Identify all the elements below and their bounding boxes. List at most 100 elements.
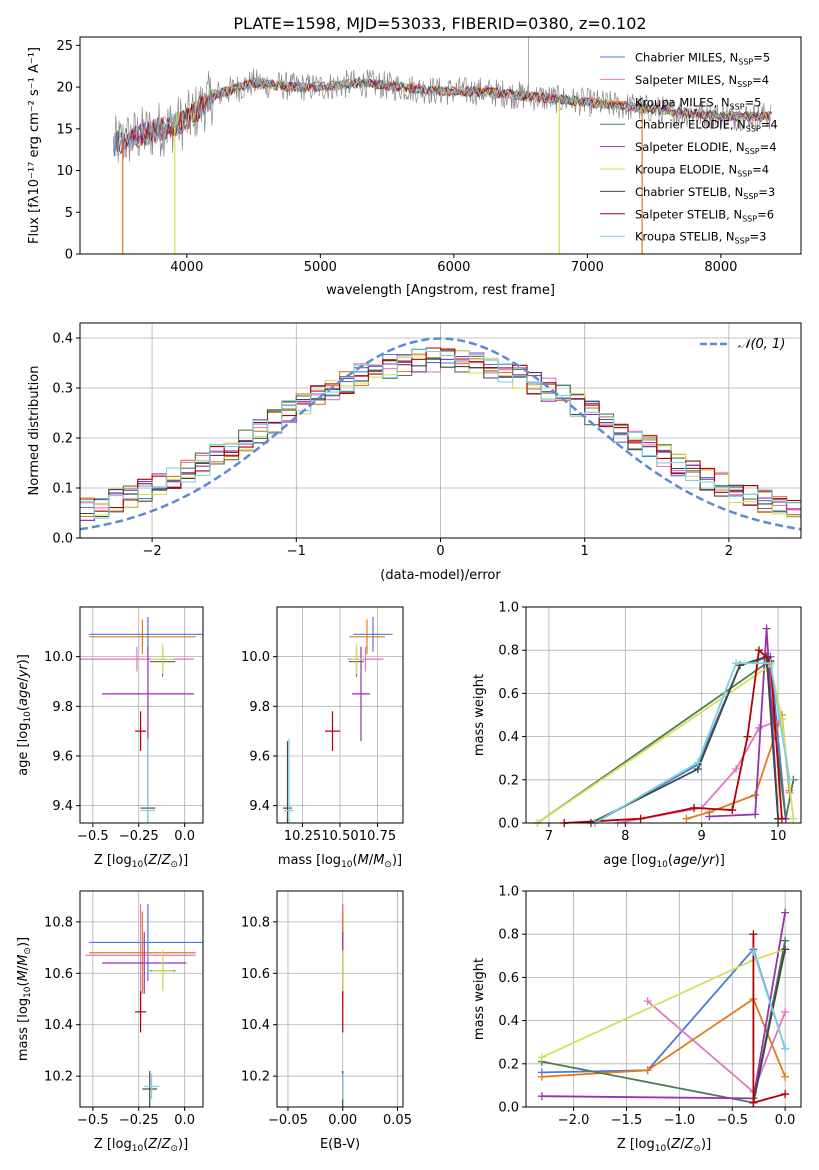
legend-label-main: Kroupa MILES, N: [635, 95, 730, 109]
weight-vs-Z-border: [525, 890, 802, 1108]
errorbar-point: [135, 711, 147, 751]
x-tick-label: 0.00: [328, 1113, 357, 1128]
mass-vs-Z-points: [85, 903, 203, 1107]
mass-vs-Z-xlabel-part: Z [log: [94, 1137, 132, 1152]
mass-vs-EBV-axes: [277, 891, 403, 1107]
weight-marker: [749, 930, 758, 939]
y-tick-label: 10.8: [44, 915, 73, 930]
weight-marker: [636, 814, 645, 823]
errorbar-point: [350, 644, 363, 675]
weight-vs-age-xlabel-part: age: [673, 853, 697, 868]
weight-marker: [743, 732, 752, 741]
y-tick-label: 1.0: [498, 885, 519, 900]
age-vs-Z-ylabel-part: yr: [16, 663, 31, 679]
errorbar-point: [142, 1071, 158, 1107]
y-tick-label: 10.4: [44, 1018, 73, 1033]
y-tick-label: 0.2: [498, 1057, 519, 1072]
residuals-frame: −2 −1 0 1 2 0.0 0.1 0.2 0.3 0.4: [52, 322, 802, 559]
weight-marker: [766, 659, 775, 668]
weight-marker: [785, 775, 794, 784]
normal-reference-curve: [79, 337, 802, 531]
y-tick-label: 9.8: [249, 700, 270, 715]
errorbar-point: [151, 950, 174, 992]
weight-marker: [749, 947, 758, 956]
mass-vs-Z-ylabel-part: mass [log: [16, 998, 31, 1061]
weight-marker: [643, 1066, 652, 1075]
mass-vs-Z-border: [79, 890, 204, 1108]
legend-label-main: Kroupa STELIB, N: [635, 230, 735, 244]
weight-marker: [537, 1092, 546, 1101]
y-tick-label: 10.0: [44, 650, 73, 665]
age-vs-Z-ylabel-part: )]: [16, 654, 31, 664]
y-tick-label: 0.8: [498, 644, 519, 659]
x-tick-label: 8000: [704, 260, 737, 275]
age-vs-mass-xlabel-part: M: [358, 853, 369, 868]
age-vs-mass-xlabel-part: )]: [392, 853, 402, 868]
x-tick-label: 10.25: [284, 829, 321, 844]
legend-label-main: Chabrier STELIB, N: [635, 185, 743, 199]
y-tick-label: 10.2: [241, 1070, 270, 1085]
age-vs-mass-axes: [277, 607, 403, 823]
weight-vs-Z-xlabel-part: )]: [701, 1137, 711, 1152]
legend-label-sub: SSP: [737, 170, 752, 179]
weight-vs-Z-xlabel-part: 10: [655, 1144, 667, 1154]
weight-vs-age-xlabel-part: 10: [656, 860, 668, 870]
legend-label-tail: =3: [758, 185, 775, 199]
weight-vs-Z-ylabel: mass weight: [472, 958, 487, 1040]
x-tick-label: −0.5: [77, 829, 109, 844]
weight-vs-age-border: [525, 606, 802, 824]
weight-vs-age-frame: 7 8 9 10 0.0 0.2 0.4 0.6 0.8 1.0: [498, 601, 802, 844]
weight-marker: [728, 806, 737, 815]
mass-vs-Z-ylabel-part: 10: [23, 986, 33, 998]
model-spectrum: [113, 77, 771, 157]
x-tick-label: 10: [770, 829, 787, 844]
mass-vs-Z-xlabel-part: Z: [147, 1137, 158, 1152]
age-vs-Z-ylabel-part: 10: [23, 711, 33, 723]
errorbar-point: [284, 738, 294, 823]
errorbar-point: [89, 616, 203, 652]
x-tick-label: 10.75: [359, 829, 396, 844]
age-vs-Z-xlabel-part: Z: [161, 853, 172, 868]
y-tick-label: 5: [65, 206, 73, 221]
errorbar-point: [102, 646, 194, 742]
age-vs-mass-xlabel-part: M: [373, 853, 384, 868]
y-tick-label: 0.4: [498, 730, 519, 745]
legend-label: Kroupa ELODIE, NSSP=4: [635, 163, 769, 179]
x-tick-label: 8: [621, 829, 629, 844]
weight-marker: [682, 814, 691, 823]
errorbar-point: [353, 616, 393, 652]
weight-marker: [789, 814, 798, 823]
x-tick-label: 6000: [437, 260, 470, 275]
legend-label-sub: SSP: [746, 125, 761, 134]
legend-label-tail: =6: [757, 207, 774, 221]
age-vs-mass-xlabel-part: /: [369, 853, 374, 868]
mass-vs-Z-ylabel-part: ⊙: [23, 947, 33, 955]
errorbar-point: [89, 903, 203, 981]
mass-vs-Z-xlabel-part: 10: [132, 1144, 144, 1154]
legend-label-sub: SSP: [743, 192, 758, 201]
legend-label-tail: =5: [753, 51, 770, 65]
x-tick-label: −2.0: [558, 1113, 590, 1128]
legend-label-sub: SSP: [738, 58, 753, 67]
legend-label: Kroupa MILES, NSSP=5: [635, 95, 761, 111]
weight-vs-age-xlabel-part: (: [668, 853, 673, 868]
mass-vs-EBV-xlabel: E(B-V): [320, 1137, 360, 1152]
legend-label-tail: =4: [752, 163, 769, 177]
legend-label-main: Chabrier ELODIE, N: [635, 118, 746, 132]
spectrum-frame: 4000 5000 6000 7000 8000 0 5 10 15 20 25: [56, 36, 802, 275]
mass-vs-Z-ylabel-part: (: [16, 981, 31, 986]
weight-marker: [693, 758, 702, 767]
mass-vs-Z-axes: [80, 891, 203, 1107]
weight-vs-Z-xlabel-part: Z [log: [617, 1137, 655, 1152]
weight-vs-Z-xlabel-part: ⊙: [693, 1144, 701, 1154]
x-tick-label: −0.25: [119, 1113, 159, 1128]
y-tick-label: 0.2: [498, 773, 519, 788]
y-tick-label: 0.4: [52, 332, 73, 347]
x-tick-label: −0.5: [77, 1113, 109, 1128]
age-vs-Z-frame: −0.5 −0.25 0.0 9.4 9.6 9.8 10.0: [44, 606, 204, 844]
legend-label-sub: SSP: [730, 102, 745, 111]
y-tick-label: 0: [65, 248, 73, 263]
age-vs-mass-xlabel-part: ⊙: [384, 860, 392, 870]
mass-vs-Z-xlabel-part: )]: [178, 1137, 188, 1152]
